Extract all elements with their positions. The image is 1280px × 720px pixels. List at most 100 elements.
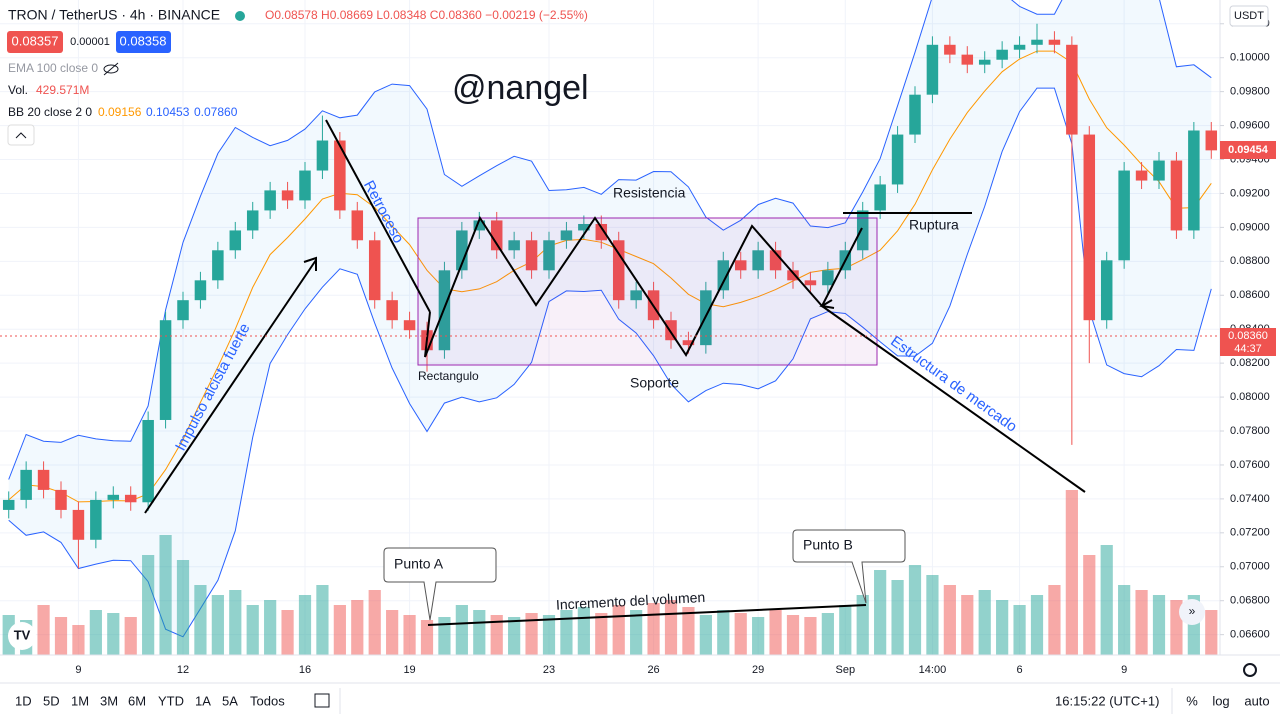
x-tick-label: 26 bbox=[647, 664, 659, 676]
collapse-button[interactable] bbox=[7, 124, 35, 146]
sell-button[interactable] bbox=[7, 31, 63, 53]
callout-b bbox=[792, 529, 906, 604]
indicator: BB 20 close 2 0 bbox=[8, 105, 92, 119]
candle-body bbox=[55, 489, 67, 510]
candle-body bbox=[1083, 134, 1096, 321]
y-tick-label: 0.08000 bbox=[1230, 391, 1270, 403]
candle-body bbox=[909, 94, 921, 135]
volume-bar bbox=[264, 600, 277, 655]
x-tick-label: Sep bbox=[835, 664, 855, 676]
volume-bar bbox=[229, 590, 242, 655]
volume-bar bbox=[1135, 590, 1148, 655]
last-price-box bbox=[1220, 141, 1276, 159]
candle-body bbox=[124, 494, 137, 503]
toolbar: 1D 5D 1M 3M 6M YTD 1A 5A Todos bbox=[15, 693, 285, 708]
percent-toggle[interactable]: % bbox=[1186, 693, 1198, 708]
log-toggle[interactable]: log bbox=[1212, 693, 1229, 708]
y-tick-label: 0.06600 bbox=[1230, 629, 1270, 641]
candle-body bbox=[246, 210, 259, 231]
range-icon[interactable] bbox=[314, 693, 330, 708]
rectangle-zone bbox=[417, 217, 878, 366]
indicator-value: 0.10453 bbox=[146, 105, 190, 119]
candle-body bbox=[595, 223, 608, 241]
callout-a bbox=[383, 547, 497, 621]
volume-bar bbox=[1205, 610, 1218, 655]
range-button[interactable]: 1M bbox=[71, 693, 89, 708]
candle-body bbox=[961, 54, 974, 65]
range-button[interactable]: Todos bbox=[250, 693, 285, 708]
candle-body bbox=[612, 240, 625, 301]
candle-body bbox=[72, 509, 85, 540]
scroll-button[interactable] bbox=[1179, 599, 1205, 625]
volume-bar bbox=[403, 615, 416, 655]
volume-bar bbox=[769, 610, 782, 655]
volume-bar bbox=[961, 595, 974, 655]
x-tick-label: 9 bbox=[1121, 664, 1127, 676]
volume-bar bbox=[682, 607, 695, 655]
volume-bar bbox=[647, 603, 660, 655]
volume-bar bbox=[194, 585, 207, 655]
indicator-value: 429.571M bbox=[36, 83, 89, 97]
candle-body bbox=[525, 240, 538, 271]
range-button[interactable]: 3M bbox=[100, 693, 118, 708]
volume-bar bbox=[734, 613, 747, 655]
volume-bar bbox=[124, 617, 137, 655]
auto-toggle[interactable]: auto bbox=[1244, 693, 1269, 708]
candle-body bbox=[473, 220, 486, 231]
candle-body bbox=[578, 223, 590, 231]
status-dot bbox=[235, 11, 245, 21]
candle-body bbox=[822, 270, 834, 286]
settings-icon[interactable] bbox=[1243, 663, 1257, 677]
bid[interactable]: 0.08357 bbox=[12, 33, 59, 48]
candle-body bbox=[316, 140, 329, 171]
scroll-icon: » bbox=[1189, 604, 1196, 618]
x-tick-label: 14:00 bbox=[919, 664, 947, 676]
logo[interactable] bbox=[8, 622, 36, 650]
candle-body bbox=[351, 210, 364, 241]
volume-bar bbox=[1152, 595, 1166, 655]
candle-body bbox=[90, 499, 102, 540]
annotation: Estructura de mercado bbox=[887, 333, 1020, 436]
volume-bar bbox=[717, 610, 730, 655]
volume-bar bbox=[595, 613, 608, 655]
y-tick-label: 0.08200 bbox=[1230, 357, 1270, 369]
candle-body bbox=[560, 230, 573, 241]
candle-body bbox=[944, 44, 956, 55]
candle-body bbox=[1153, 160, 1165, 181]
range-button[interactable]: 5A bbox=[222, 693, 238, 708]
volume-bar bbox=[943, 585, 956, 655]
currency[interactable]: USDT bbox=[1234, 10, 1264, 22]
arrow-head bbox=[819, 299, 835, 309]
x-tick-label: 9 bbox=[75, 664, 81, 676]
y-tick-label: 0.07000 bbox=[1230, 561, 1270, 573]
range-button[interactable]: 1D bbox=[15, 693, 32, 708]
pullback-line bbox=[325, 119, 431, 313]
volume-bar bbox=[1100, 545, 1113, 655]
current-price: 0.08360 bbox=[1228, 330, 1268, 342]
y-tick-label: 0.09800 bbox=[1230, 86, 1270, 98]
range-button[interactable]: YTD bbox=[158, 693, 184, 708]
hide-icon[interactable] bbox=[103, 62, 119, 76]
candle-body bbox=[1100, 260, 1113, 321]
range-button[interactable]: 5D bbox=[43, 693, 60, 708]
volume-bar bbox=[786, 615, 800, 655]
currency-button[interactable] bbox=[1229, 5, 1269, 27]
drawings bbox=[144, 119, 1086, 626]
ohlc: O0.08578 H0.08669 L0.08348 C0.08360 −0.0… bbox=[265, 8, 588, 22]
buy-button[interactable] bbox=[116, 31, 171, 53]
range-button[interactable]: 1A bbox=[195, 693, 211, 708]
band-lower bbox=[8, 87, 1212, 638]
volume-bar bbox=[1048, 585, 1061, 655]
candle-body bbox=[177, 300, 189, 321]
volume-bar bbox=[908, 565, 922, 655]
candle-body bbox=[386, 300, 398, 321]
ask[interactable]: 0.08358 bbox=[120, 33, 167, 48]
volume-bar bbox=[752, 617, 765, 655]
indicator-value: 0.09156 bbox=[98, 105, 142, 119]
volume-bar bbox=[1083, 555, 1096, 655]
candle-body bbox=[1170, 160, 1183, 231]
range-button[interactable]: 6M bbox=[128, 693, 146, 708]
x-tick-label: 16 bbox=[299, 664, 311, 676]
candle-body bbox=[1205, 130, 1218, 151]
candle-body bbox=[856, 210, 869, 251]
